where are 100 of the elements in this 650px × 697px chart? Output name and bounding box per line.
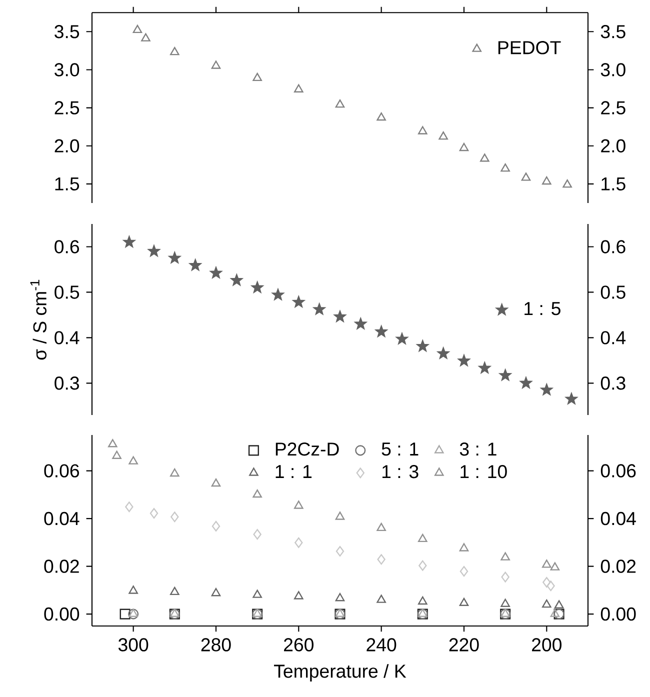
point bbox=[354, 318, 367, 330]
point bbox=[459, 543, 469, 552]
point bbox=[542, 560, 552, 568]
point bbox=[335, 99, 345, 108]
y-tick-label: 0.02 bbox=[600, 560, 636, 573]
point bbox=[418, 560, 427, 571]
point bbox=[540, 384, 553, 396]
point bbox=[294, 500, 304, 509]
x-tick-label: 260 bbox=[284, 638, 314, 652]
point bbox=[212, 520, 220, 532]
point bbox=[418, 534, 428, 542]
point bbox=[230, 274, 243, 286]
point bbox=[189, 259, 202, 271]
point bbox=[128, 586, 138, 594]
point bbox=[252, 72, 262, 82]
y-tick-label: 1.5 bbox=[55, 177, 80, 190]
point bbox=[458, 354, 470, 366]
point bbox=[376, 112, 386, 121]
y-tick-label: 2.5 bbox=[54, 101, 80, 114]
x-tick-label: 200 bbox=[532, 638, 562, 652]
legend-label: P2Cz-D bbox=[276, 442, 339, 456]
point bbox=[480, 154, 490, 162]
y-tick-label: 0.06 bbox=[600, 464, 636, 478]
point bbox=[542, 577, 551, 588]
point bbox=[150, 508, 158, 519]
point bbox=[148, 245, 160, 256]
y-tick-label: 3.0 bbox=[54, 63, 80, 76]
point bbox=[252, 590, 262, 598]
y-tick-label: 2.0 bbox=[54, 139, 80, 152]
point bbox=[478, 362, 491, 374]
point bbox=[334, 310, 346, 322]
point bbox=[416, 340, 429, 352]
y-axis-title: σ / S cm$^{-1}$ bbox=[30, 280, 46, 360]
point bbox=[438, 131, 448, 140]
point bbox=[251, 281, 264, 293]
legend-label: 1 : 3 bbox=[382, 464, 418, 478]
point bbox=[550, 608, 560, 617]
point bbox=[377, 554, 386, 565]
point bbox=[112, 450, 122, 459]
point bbox=[501, 572, 510, 582]
point bbox=[554, 600, 564, 608]
point bbox=[376, 594, 386, 603]
point bbox=[459, 598, 469, 606]
point bbox=[108, 439, 118, 448]
y-tick-label: 0.4 bbox=[54, 331, 80, 344]
point bbox=[141, 33, 150, 42]
legend-label: 3 : 1 bbox=[460, 442, 496, 456]
point bbox=[252, 489, 262, 498]
point bbox=[500, 552, 510, 560]
point bbox=[253, 529, 262, 540]
legend-label: 5 : 1 bbox=[382, 442, 418, 456]
point bbox=[132, 24, 142, 34]
point bbox=[460, 566, 468, 577]
point bbox=[210, 266, 222, 278]
point bbox=[546, 580, 555, 592]
point bbox=[437, 347, 450, 359]
point bbox=[335, 608, 345, 617]
y-tick-label: 0.3 bbox=[54, 376, 79, 390]
x-tick-label: 220 bbox=[449, 638, 479, 652]
point bbox=[542, 599, 552, 608]
point bbox=[566, 392, 578, 404]
point bbox=[170, 586, 180, 596]
point bbox=[418, 596, 428, 605]
point bbox=[211, 60, 221, 69]
y-tick-label: 0.04 bbox=[600, 512, 636, 526]
point bbox=[170, 512, 179, 522]
point bbox=[375, 326, 388, 337]
point bbox=[120, 608, 130, 620]
point bbox=[211, 478, 221, 487]
point bbox=[128, 456, 138, 464]
point bbox=[313, 303, 326, 315]
x-tick-label: 240 bbox=[366, 638, 396, 652]
point bbox=[499, 369, 512, 381]
x-tick-label: 300 bbox=[118, 638, 148, 652]
point bbox=[542, 176, 552, 185]
point bbox=[294, 537, 303, 548]
point bbox=[562, 179, 572, 188]
point bbox=[128, 608, 139, 620]
point bbox=[292, 296, 305, 308]
point bbox=[376, 522, 386, 532]
point bbox=[418, 126, 428, 134]
y-tick-label: 3.5 bbox=[54, 25, 80, 38]
point bbox=[170, 608, 180, 617]
point bbox=[168, 252, 181, 264]
point bbox=[520, 376, 532, 388]
point bbox=[272, 288, 284, 300]
point bbox=[211, 588, 221, 596]
point bbox=[252, 608, 262, 617]
point bbox=[396, 332, 408, 344]
point bbox=[125, 502, 134, 512]
y-tick-label: 0.00 bbox=[600, 607, 636, 621]
point bbox=[500, 598, 510, 607]
y-tick-label: 0.6 bbox=[54, 240, 79, 254]
point bbox=[521, 172, 531, 181]
point bbox=[170, 46, 180, 56]
point bbox=[294, 84, 304, 92]
point bbox=[335, 593, 345, 602]
point bbox=[500, 163, 510, 172]
point bbox=[550, 562, 560, 570]
x-tick-label: 280 bbox=[201, 638, 231, 652]
